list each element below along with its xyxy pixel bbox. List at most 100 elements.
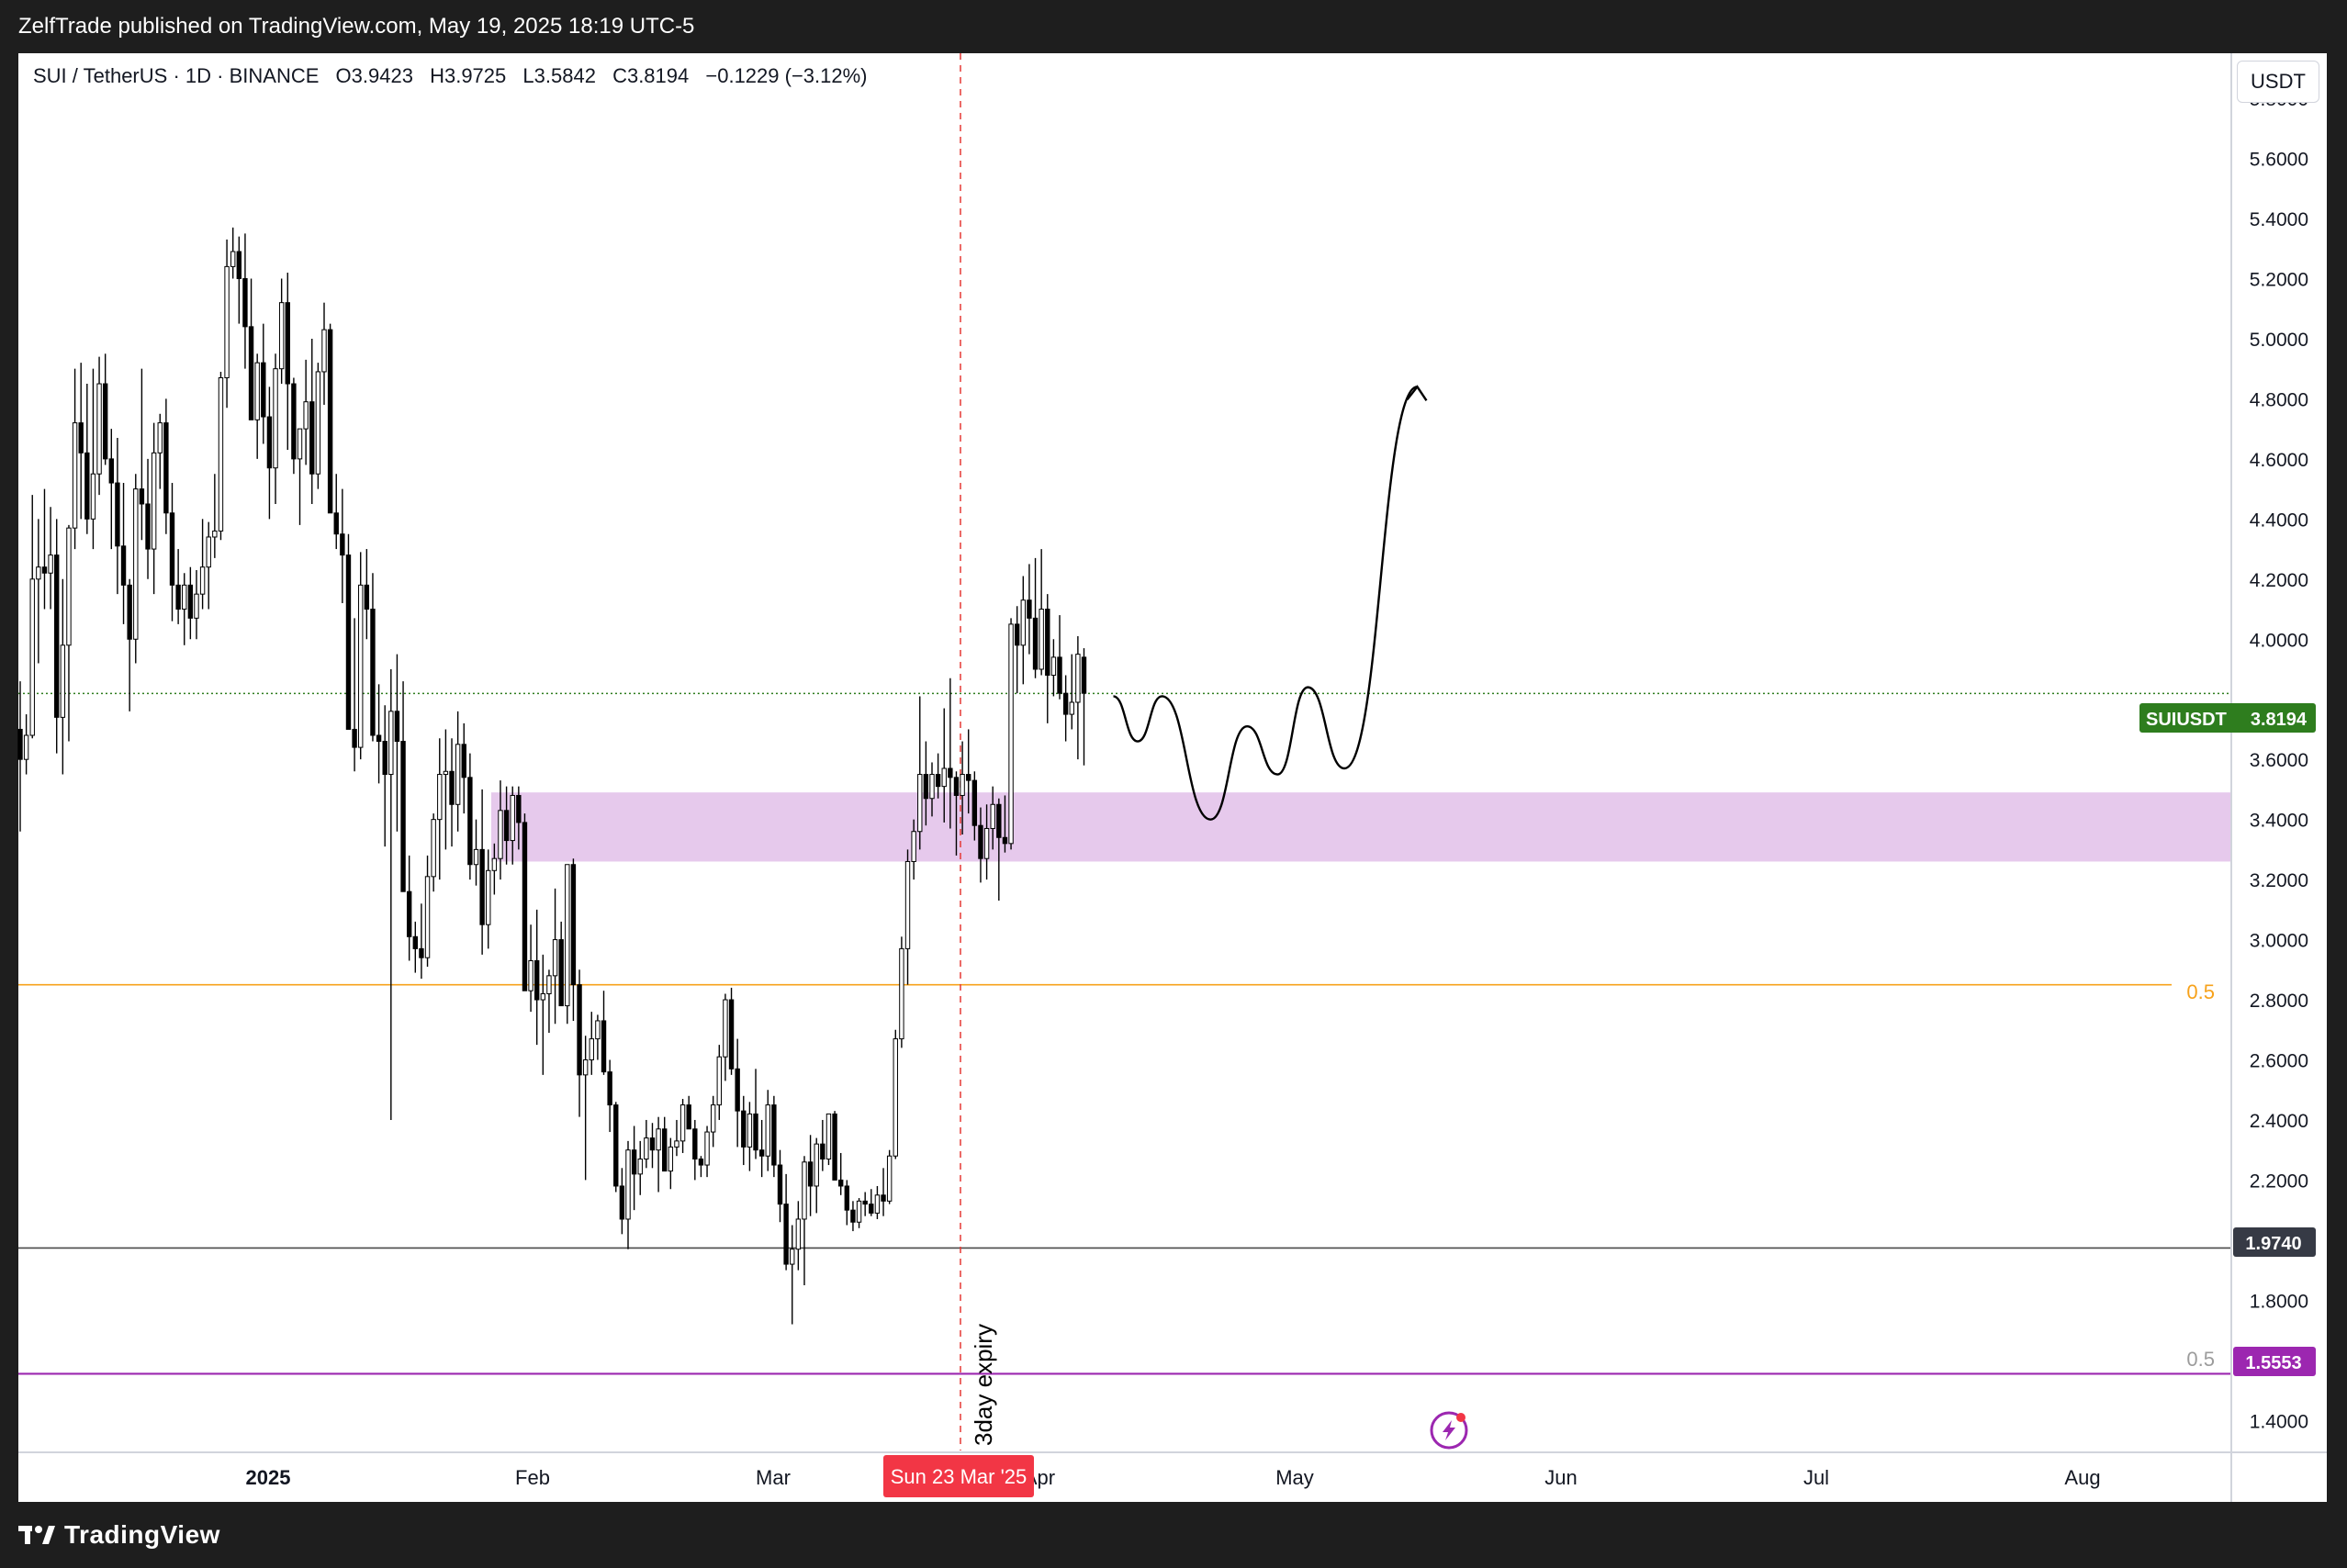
- candle-body: [303, 401, 309, 430]
- candle-body: [1069, 701, 1074, 715]
- candle-body: [728, 999, 735, 1070]
- open-label: O: [335, 64, 352, 87]
- publisher-bar: ZelfTrade published on TradingView.com, …: [0, 0, 2347, 53]
- candle-body: [893, 1038, 898, 1157]
- candle-body: [589, 1038, 594, 1060]
- candle-body: [175, 584, 181, 610]
- symbol-interval: 1D: [185, 64, 212, 87]
- candle-body: [254, 362, 260, 420]
- candle-body: [382, 741, 387, 776]
- candle-body: [783, 1204, 789, 1265]
- candle-body: [182, 584, 187, 610]
- candle-body: [668, 1146, 674, 1172]
- candle-body: [1032, 617, 1039, 670]
- candle-body: [1014, 623, 1020, 646]
- candle-body: [577, 984, 582, 1076]
- candle-body: [29, 578, 35, 736]
- candle-body: [1002, 836, 1008, 845]
- tradingview-logo[interactable]: TradingView: [18, 1520, 220, 1550]
- candle-body: [790, 1249, 795, 1265]
- candle-body: [479, 848, 485, 925]
- candle-body: [570, 864, 577, 986]
- price-tick-label: 4.8000: [2250, 389, 2308, 410]
- candle-body: [297, 428, 303, 460]
- candle-body: [285, 302, 290, 385]
- candle-body: [60, 644, 66, 718]
- symbol-legend[interactable]: SUI / TetherUS · 1D · BINANCE O3.9423 H3…: [33, 64, 868, 88]
- candle-body: [1062, 692, 1069, 715]
- symbol-pair[interactable]: SUI / TetherUS: [33, 64, 168, 87]
- candle-body: [948, 767, 953, 778]
- candle-body: [157, 422, 163, 454]
- change-value: −0.1229 (−3.12%): [705, 64, 868, 87]
- candle-body: [595, 1020, 601, 1040]
- candle-body: [735, 1068, 740, 1112]
- candle-body: [1075, 654, 1081, 703]
- candle-body: [656, 1128, 661, 1151]
- candle-body: [431, 819, 436, 878]
- candle-body: [807, 1161, 814, 1187]
- candle-body: [327, 329, 333, 514]
- candle-body: [212, 530, 218, 538]
- candle-body: [1039, 609, 1044, 670]
- candle-body: [248, 326, 254, 420]
- candle-body: [856, 1200, 862, 1223]
- separator-dot: ·: [173, 64, 185, 87]
- current-price-label: 3.8194: [2251, 710, 2308, 730]
- candle-body: [777, 1164, 783, 1205]
- candle-body: [753, 1113, 758, 1151]
- candle-body: [510, 794, 515, 842]
- candle-body: [266, 416, 273, 469]
- candle-body: [72, 422, 78, 529]
- price-tick-label: 3.0000: [2250, 931, 2308, 952]
- price-tick-label: 1.4000: [2250, 1411, 2308, 1432]
- candle-body: [850, 1209, 856, 1223]
- candle-body: [904, 860, 911, 949]
- candle-body: [96, 383, 102, 475]
- candle-body: [503, 810, 510, 842]
- price-axis[interactable]: 5.80005.60005.40005.20005.00004.80004.60…: [2250, 89, 2308, 1432]
- candle-body: [84, 452, 90, 520]
- candle-body: [552, 939, 558, 977]
- candle-body: [674, 1140, 679, 1148]
- current-price-tag: SUIUSDT 3.8194: [2139, 703, 2316, 733]
- close-label: C: [612, 64, 627, 87]
- price-tick-label: 4.6000: [2250, 450, 2308, 471]
- projection-path[interactable]: [1113, 386, 1418, 821]
- candle-body: [443, 770, 449, 776]
- currency-button[interactable]: USDT: [2237, 61, 2319, 103]
- candle-body: [273, 368, 278, 469]
- candle-body: [546, 975, 552, 994]
- candle-body: [601, 1020, 607, 1073]
- candle-body: [455, 744, 461, 805]
- lightning-icon[interactable]: [1430, 1411, 1468, 1450]
- candle-body: [358, 584, 364, 748]
- plot-area[interactable]: [18, 53, 2231, 1450]
- candle-body: [194, 593, 199, 619]
- candle-body: [66, 527, 72, 646]
- candle-body: [388, 711, 394, 776]
- candle-body: [36, 566, 41, 580]
- candle-body: [565, 864, 570, 1007]
- time-tick-label: 2025: [246, 1466, 291, 1489]
- time-axis[interactable]: 2025 Feb Mar Apr May Jun Jul Aug: [246, 1466, 2101, 1489]
- candle-body: [242, 277, 248, 328]
- candle-body: [345, 554, 352, 730]
- candle-body: [960, 774, 965, 796]
- candle-body: [838, 1179, 844, 1187]
- candle-body: [1027, 599, 1032, 619]
- candle-body: [145, 503, 151, 550]
- price-tick-label: 3.6000: [2250, 750, 2308, 771]
- candle-body: [151, 452, 157, 550]
- candle-body: [1050, 656, 1057, 677]
- candle-body: [224, 265, 230, 378]
- price-tick-label: 3.2000: [2250, 870, 2308, 891]
- time-tick-label: Jul: [1803, 1466, 1829, 1489]
- demand-zone[interactable]: [491, 792, 2231, 862]
- candle-body: [978, 824, 983, 859]
- candle-body: [115, 482, 120, 547]
- expiry-annotation: 3day expiry: [970, 1324, 997, 1446]
- candle-body: [261, 362, 266, 418]
- candle-body: [491, 857, 498, 871]
